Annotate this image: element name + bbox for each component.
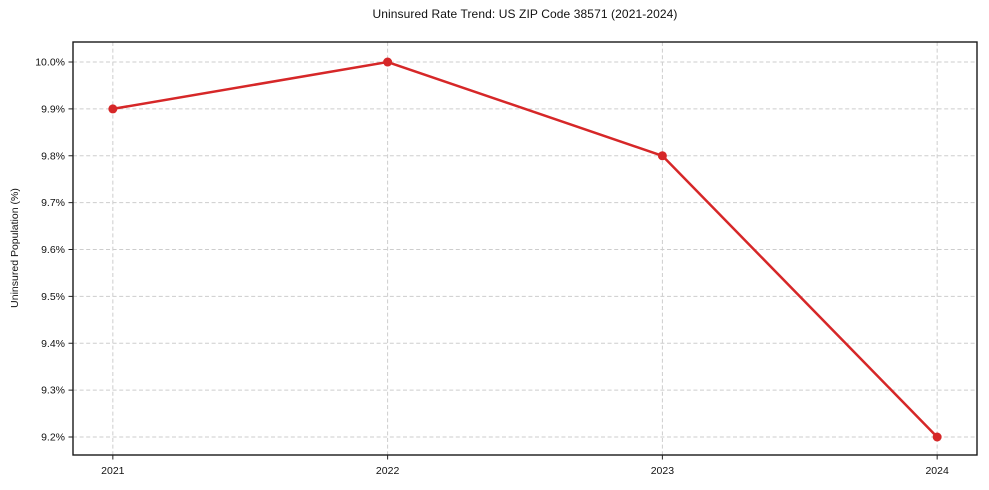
y-tick-label: 9.8% — [41, 150, 65, 162]
y-tick-label: 9.2% — [41, 432, 65, 444]
y-tick-label: 9.5% — [41, 291, 65, 303]
trend-line — [111, 60, 939, 439]
data-point-marker — [932, 432, 942, 442]
x-tick-label: 2024 — [925, 465, 949, 477]
x-tick-label: 2022 — [376, 465, 400, 477]
data-point-marker — [657, 151, 667, 161]
y-tick-label: 10.0% — [35, 57, 65, 69]
y-tick-label: 9.9% — [41, 103, 65, 115]
data-point-marker — [108, 104, 118, 114]
y-tick-label: 9.6% — [41, 244, 65, 256]
data-point-marker — [383, 57, 393, 67]
chart-title: Uninsured Rate Trend: US ZIP Code 38571 … — [372, 7, 678, 21]
x-tick-label: 2023 — [651, 465, 675, 477]
y-tick-label: 9.7% — [41, 197, 65, 209]
y-tick-label: 9.4% — [41, 338, 65, 350]
plot-border — [72, 41, 978, 456]
x-tick-label: 2021 — [101, 465, 125, 477]
y-tick-label: 9.3% — [41, 385, 65, 397]
